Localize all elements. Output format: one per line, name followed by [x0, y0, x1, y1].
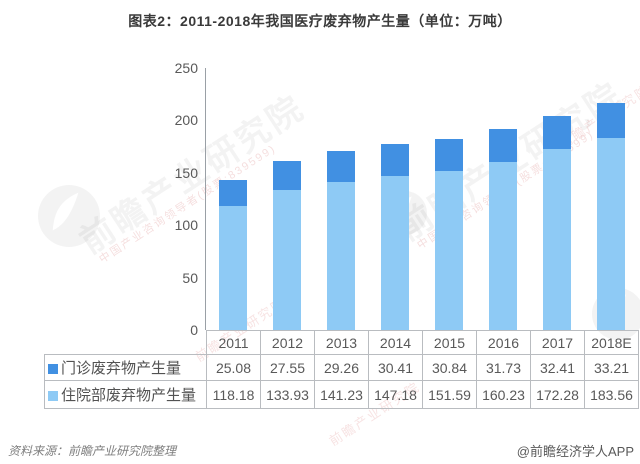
bar-segment-住院部废弃物产生量-2012 — [273, 189, 301, 330]
value-cell: 147.18 — [368, 380, 423, 409]
bar-segment-门诊废弃物产生量-2011 — [219, 179, 247, 207]
credit-note: @前瞻经济学人APP — [516, 444, 634, 459]
footer: 资料来源：前瞻产业研究院整理 @前瞻经济学人APP — [8, 441, 634, 460]
y-axis-tick-label: 50 — [182, 269, 198, 286]
year-header-cell: 2015 — [422, 330, 477, 355]
bar-segment-住院部废弃物产生量-2014 — [381, 175, 409, 330]
bar-segment-门诊废弃物产生量-2016 — [489, 128, 517, 163]
bar-segment-住院部废弃物产生量-2016 — [489, 162, 517, 330]
bar-segment-门诊废弃物产生量-2018E — [597, 102, 625, 138]
value-cell: 183.56 — [584, 380, 639, 409]
bar-segment-住院部废弃物产生量-2015 — [435, 171, 463, 330]
value-cell: 133.93 — [260, 380, 315, 409]
table-row: 住院部废弃物产生量 118.18 133.93 141.23 147.18 151.59 1… — [44, 380, 639, 409]
year-header-cell: 2017 — [530, 330, 585, 355]
bar-segment-门诊废弃物产生量-2012 — [273, 160, 301, 190]
plot-area — [205, 68, 638, 330]
table-row: 门诊废弃物产生量 25.08 27.55 29.26 30.41 30.84 31.73 32… — [44, 354, 639, 381]
legend-swatch-icon — [48, 391, 58, 401]
legend-cell: 门诊废弃物产生量 — [44, 354, 207, 381]
bar-segment-门诊废弃物产生量-2013 — [327, 151, 355, 182]
y-axis-tick-label: 250 — [174, 60, 198, 76]
value-cell: 118.18 — [206, 380, 261, 409]
y-axis-tick-label: 200 — [174, 112, 198, 129]
bars-container — [206, 68, 638, 330]
y-axis-tick-label: 150 — [174, 164, 198, 181]
value-cell: 25.08 — [206, 354, 261, 381]
value-cell: 31.73 — [476, 354, 531, 381]
bar-segment-门诊废弃物产生量-2015 — [435, 138, 463, 172]
bar-segment-住院部废弃物产生量-2013 — [327, 182, 355, 330]
year-header-cell: 2018E — [584, 330, 639, 355]
value-cell: 33.21 — [584, 354, 639, 381]
year-header-cell: 2013 — [314, 330, 369, 355]
table-corner-cell — [45, 331, 207, 355]
bar-segment-门诊废弃物产生量-2017 — [543, 115, 571, 150]
qianzhan-logo-icon — [38, 185, 100, 247]
legend-label: 住院部废弃物产生量 — [61, 387, 197, 404]
bar-segment-门诊废弃物产生量-2014 — [381, 143, 409, 176]
value-cell: 141.23 — [314, 380, 369, 409]
year-header-cell: 2011 — [206, 330, 261, 355]
legend-swatch-icon — [48, 364, 58, 374]
y-axis-tick-label: 100 — [174, 217, 198, 234]
bar-segment-住院部废弃物产生量-2017 — [543, 149, 571, 330]
value-cell: 30.41 — [368, 354, 423, 381]
bar-segment-住院部废弃物产生量-2018E — [597, 137, 625, 330]
value-cell: 160.23 — [476, 380, 531, 409]
y-axis-line — [205, 68, 206, 330]
year-header-cell: 2014 — [368, 330, 423, 355]
value-cell: 172.28 — [530, 380, 585, 409]
y-axis-tick-label: 0 — [190, 322, 198, 338]
value-cell: 27.55 — [260, 354, 315, 381]
legend-cell: 住院部废弃物产生量 — [44, 380, 207, 409]
bar-segment-住院部废弃物产生量-2011 — [219, 206, 247, 330]
value-cell: 29.26 — [314, 354, 369, 381]
data-table: 2011 2012 2013 2014 2015 2016 2017 2018E 门诊废弃物产生… — [44, 330, 639, 409]
source-note: 资料来源：前瞻产业研究院整理 — [8, 444, 177, 458]
legend-label: 门诊废弃物产生量 — [61, 360, 182, 377]
value-cell: 30.84 — [422, 354, 477, 381]
value-cell: 32.41 — [530, 354, 585, 381]
value-cell: 151.59 — [422, 380, 477, 409]
year-header-cell: 2012 — [260, 330, 315, 355]
chart-title: 图表2：2011-2018年我国医疗废弃物产生量（单位：万吨） — [128, 13, 512, 29]
year-header-cell: 2016 — [476, 330, 531, 355]
